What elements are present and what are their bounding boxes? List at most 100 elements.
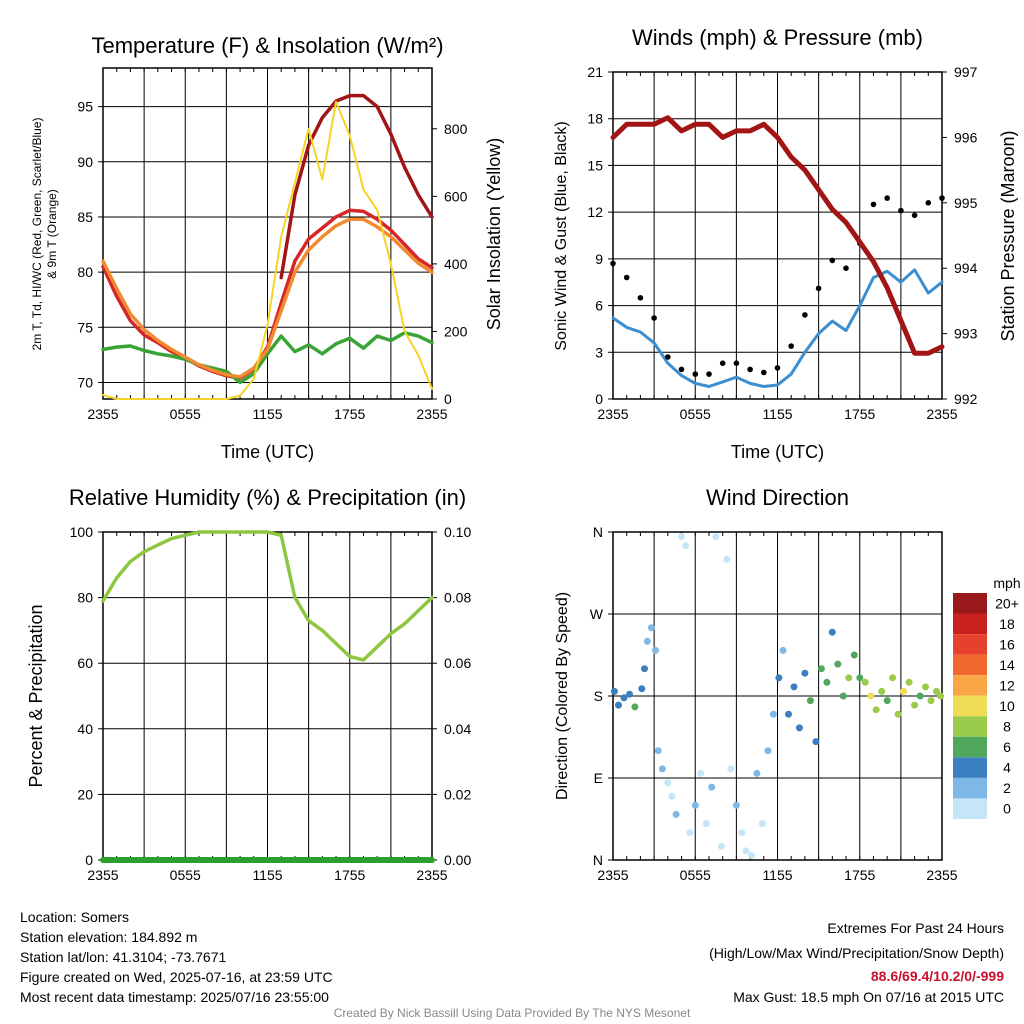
direction-point: [691, 801, 699, 809]
gust-point: [788, 343, 794, 349]
gust-point: [747, 366, 753, 373]
direction-point: [817, 665, 825, 673]
gust-point: [706, 371, 712, 377]
x-tick-label: 2355: [597, 406, 628, 422]
direction-point: [795, 724, 803, 732]
direction-point: [861, 678, 869, 686]
colorbar-swatch: [953, 675, 987, 696]
y-tick-label: 75: [77, 319, 93, 335]
direction-point: [806, 697, 814, 705]
direction-point: [812, 738, 820, 746]
plot-frame: [102, 67, 433, 400]
y-tick-label: 60: [77, 655, 93, 671]
colorbar-swatch: [953, 798, 987, 819]
y-tick-label: 95: [77, 99, 93, 115]
y-tick-label: 90: [77, 154, 93, 170]
gust-point: [733, 360, 740, 367]
colorbar-label: 16: [999, 636, 1015, 652]
colorbar-label: 14: [999, 657, 1015, 673]
y-tick-label-right: 997: [954, 64, 978, 80]
y-tick-label: 9: [595, 251, 603, 267]
y-axis-label: Sonic Wind & Gust (Blue, Black): [553, 121, 570, 350]
direction-point: [801, 669, 809, 677]
x-axis-label: Time (UTC): [221, 442, 314, 462]
direction-point: [664, 779, 672, 787]
y-tick-label: 70: [77, 374, 93, 390]
direction-point: [615, 701, 622, 709]
x-tick-label: 1155: [762, 867, 792, 883]
colorbar-swatch: [953, 593, 987, 614]
x-tick-label: 0555: [170, 867, 201, 883]
y-tick-label: 40: [77, 721, 93, 737]
colorbar-title: mph: [993, 575, 1020, 591]
x-tick-label: 1755: [334, 406, 365, 422]
chart-title: Relative Humidity (%) & Precipitation (i…: [69, 485, 466, 510]
direction-point: [867, 692, 875, 700]
y-tick-label: N: [593, 852, 603, 868]
direction-point: [933, 687, 940, 695]
x-tick-label: 0555: [680, 406, 711, 422]
x-axis-label: Time (UTC): [731, 442, 824, 462]
colorbar-swatch: [953, 634, 987, 655]
direction-point: [702, 820, 710, 828]
colorbar-swatch: [953, 777, 987, 799]
y-tick-label: 6: [595, 298, 603, 314]
y-tick-label: E: [594, 770, 603, 786]
y-tick-label-right: 994: [954, 260, 978, 276]
direction-point: [686, 829, 694, 837]
y-tick-label-right: 0.08: [444, 590, 471, 606]
direction-point: [905, 678, 913, 686]
y-tick-label: W: [590, 606, 604, 622]
x-tick-label: 0555: [680, 867, 711, 883]
direction-point: [872, 706, 880, 714]
series-line-td: [101, 331, 434, 385]
direction-point: [775, 674, 783, 682]
gust-point: [870, 201, 877, 208]
max-gust: Max Gust: 18.5 mph On 07/16 at 2015 UTC: [733, 989, 1004, 1005]
direction-point: [839, 692, 847, 700]
footer-latlon: Station lat/lon: 41.3104; -73.7671: [20, 949, 227, 965]
gust-point: [623, 274, 630, 281]
direction-point: [758, 820, 766, 828]
footer-recent-data: Most recent data timestamp: 2025/07/16 2…: [20, 989, 329, 1005]
direction-point: [652, 646, 659, 654]
direction-point: [678, 533, 685, 541]
colorbar-label: 0: [1003, 801, 1011, 817]
y-tick-label: 80: [77, 264, 93, 280]
y-tick-label: 21: [587, 64, 603, 80]
direction-point: [916, 692, 924, 700]
y-axis-label: Direction (Colored By Speed): [554, 592, 571, 800]
gust-point: [665, 354, 671, 360]
direction-point: [769, 710, 777, 718]
direction-point: [828, 628, 836, 636]
chart-title: Winds (mph) & Pressure (mb): [632, 25, 923, 50]
y-tick-label-right: 0.06: [444, 655, 471, 671]
direction-point: [626, 690, 633, 698]
colorbar-swatch: [953, 613, 987, 634]
gust-point: [939, 195, 945, 201]
gust-point: [843, 265, 849, 272]
gust-point: [925, 200, 932, 206]
colorbar-label: 18: [999, 616, 1015, 632]
plot-frame: [612, 71, 943, 400]
direction-point: [723, 555, 731, 563]
y-axis-label-right: Station Pressure (Maroon): [998, 130, 1018, 341]
direction-point: [668, 792, 676, 800]
direction-point: [856, 674, 864, 682]
series-line-9m-t: [101, 217, 434, 379]
chart-title: Temperature (F) & Insolation (W/m²): [91, 33, 443, 58]
footer-created: Figure created on Wed, 2025-07-16, at 23…: [20, 969, 333, 985]
gust-point: [815, 285, 822, 292]
direction-point: [878, 687, 886, 695]
y-tick-label-right: 600: [444, 188, 468, 204]
footer-location: Location: Somers: [20, 909, 129, 925]
y-axis-label: 2m T, Td, HI/WC (Red, Green, Scarlet/Blu…: [30, 118, 44, 351]
x-tick-label: 2355: [87, 406, 118, 422]
colorbar-swatch: [953, 695, 987, 717]
direction-point: [883, 697, 891, 705]
gust-point: [692, 371, 699, 377]
direction-point: [753, 769, 761, 777]
y-tick-label: 0: [85, 852, 93, 868]
direction-point: [610, 687, 618, 695]
y-tick-label: 20: [77, 786, 93, 802]
